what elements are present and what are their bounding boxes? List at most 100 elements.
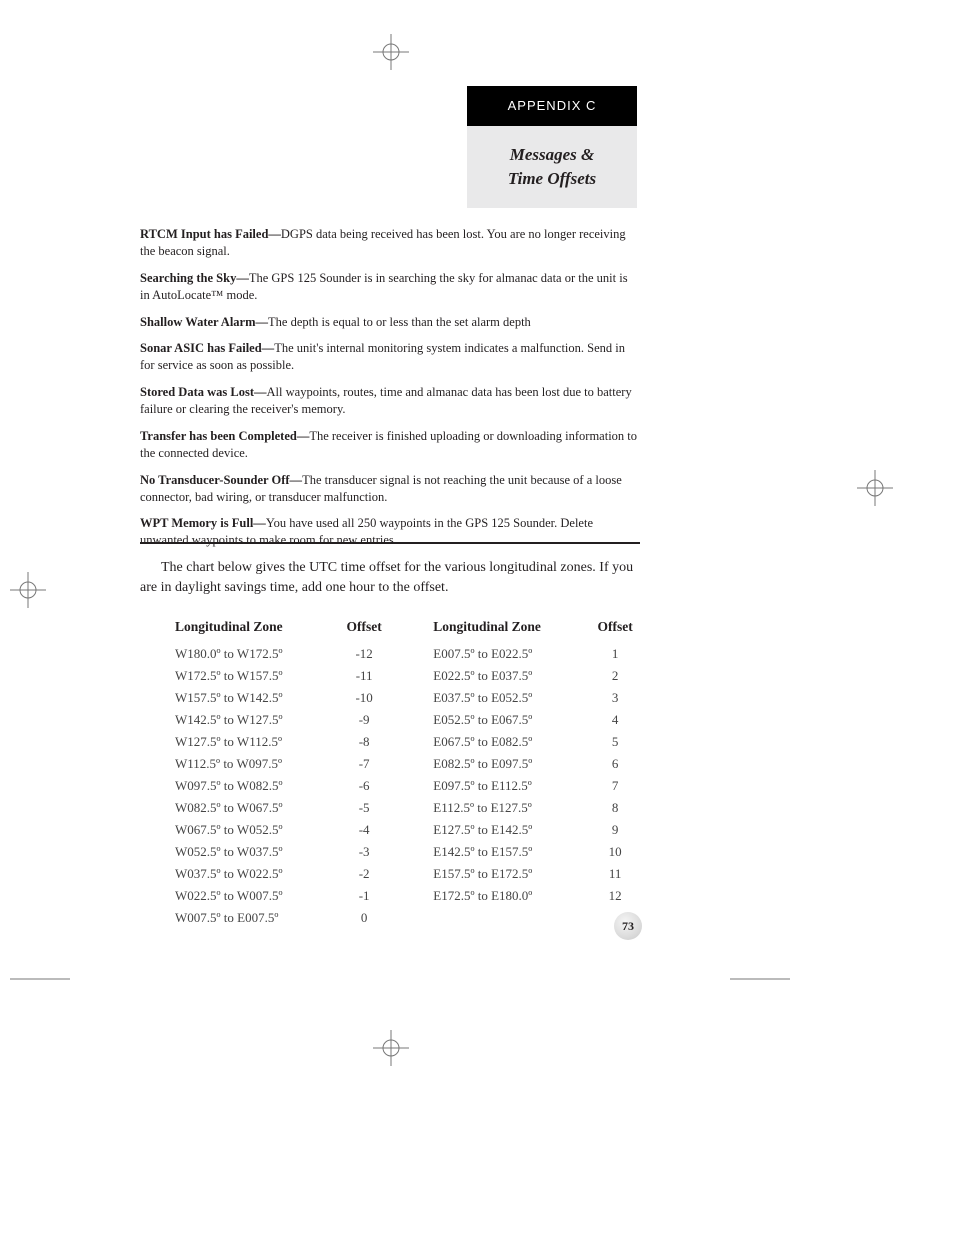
- offset-cell: -6: [325, 775, 433, 797]
- message-item: Transfer has been Completed—The receiver…: [140, 428, 640, 462]
- col-zone-2: Longitudinal Zone: [433, 615, 583, 643]
- offset-cell: 5: [583, 731, 655, 753]
- table-row: W067.5º to W052.5º-4E127.5º to E142.5º9: [175, 819, 655, 841]
- zone-cell: W097.5º to W082.5º: [175, 775, 325, 797]
- zone-cell: E157.5º to E172.5º: [433, 863, 583, 885]
- zone-cell: E172.5º to E180.0º: [433, 885, 583, 907]
- cropmark-top: [373, 34, 409, 70]
- zone-cell: W142.5º to W127.5º: [175, 709, 325, 731]
- table-row: W127.5º to W112.5º-8E067.5º to E082.5º5: [175, 731, 655, 753]
- message-item: No Transducer-Sounder Off—The transducer…: [140, 472, 640, 506]
- page-number-badge: 73: [614, 912, 642, 940]
- offset-cell: -12: [325, 643, 433, 665]
- offset-cell: 1: [583, 643, 655, 665]
- col-zone-1: Longitudinal Zone: [175, 615, 325, 643]
- offset-cell: 7: [583, 775, 655, 797]
- offset-cell: 11: [583, 863, 655, 885]
- zone-cell: E112.5º to E127.5º: [433, 797, 583, 819]
- cropmark-left: [10, 572, 46, 608]
- zone-cell: W052.5º to W037.5º: [175, 841, 325, 863]
- zone-cell: W022.5º to W007.5º: [175, 885, 325, 907]
- message-term: Stored Data was Lost—: [140, 385, 267, 399]
- zone-cell: W067.5º to W052.5º: [175, 819, 325, 841]
- zone-cell: W127.5º to W112.5º: [175, 731, 325, 753]
- zone-cell: E007.5º to E022.5º: [433, 643, 583, 665]
- zone-cell: W172.5º to W157.5º: [175, 665, 325, 687]
- zone-cell: E022.5º to E037.5º: [433, 665, 583, 687]
- col-offset-1: Offset: [325, 615, 433, 643]
- message-term: WPT Memory is Full—: [140, 516, 266, 530]
- message-term: No Transducer-Sounder Off—: [140, 473, 302, 487]
- offset-cell: 3: [583, 687, 655, 709]
- message-item: WPT Memory is Full—You have used all 250…: [140, 515, 640, 549]
- zone-cell: E097.5º to E112.5º: [433, 775, 583, 797]
- table-row: W112.5º to W097.5º-7E082.5º to E097.5º6: [175, 753, 655, 775]
- appendix-label: APPENDIX C: [467, 86, 637, 126]
- col-offset-2: Offset: [583, 615, 655, 643]
- section-subtitle: Messages & Time Offsets: [467, 126, 637, 208]
- message-item: Sonar ASIC has Failed—The unit's interna…: [140, 340, 640, 374]
- subtitle-line2: Time Offsets: [467, 167, 637, 191]
- zone-cell: W112.5º to W097.5º: [175, 753, 325, 775]
- cropmark-bottom: [373, 1030, 409, 1066]
- offset-cell: -2: [325, 863, 433, 885]
- zone-cell: E142.5º to E157.5º: [433, 841, 583, 863]
- zone-cell: W180.0º to W172.5º: [175, 643, 325, 665]
- offset-cell: -1: [325, 885, 433, 907]
- table-row: W157.5º to W142.5º-10E037.5º to E052.5º3: [175, 687, 655, 709]
- cropmark-br: [730, 977, 790, 981]
- table-row: W180.0º to W172.5º-12E007.5º to E022.5º1: [175, 643, 655, 665]
- cropmark-right: [857, 470, 893, 506]
- zone-cell: [433, 907, 583, 929]
- offset-cell: 6: [583, 753, 655, 775]
- offset-cell: 12: [583, 885, 655, 907]
- offset-cell: -9: [325, 709, 433, 731]
- cropmark-bl: [10, 977, 70, 981]
- offset-cell: 10: [583, 841, 655, 863]
- zone-cell: W007.5º to E007.5º: [175, 907, 325, 929]
- offset-cell: -11: [325, 665, 433, 687]
- zone-cell: E037.5º to E052.5º: [433, 687, 583, 709]
- zone-cell: W082.5º to W067.5º: [175, 797, 325, 819]
- message-term: Sonar ASIC has Failed—: [140, 341, 274, 355]
- table-row: W052.5º to W037.5º-3E142.5º to E157.5º10: [175, 841, 655, 863]
- table-row: W172.5º to W157.5º-11E022.5º to E037.5º2: [175, 665, 655, 687]
- table-row: W022.5º to W007.5º-1E172.5º to E180.0º12: [175, 885, 655, 907]
- offset-cell: -5: [325, 797, 433, 819]
- offset-cell: -10: [325, 687, 433, 709]
- zone-cell: E082.5º to E097.5º: [433, 753, 583, 775]
- offset-cell: 2: [583, 665, 655, 687]
- message-term: RTCM Input has Failed—: [140, 227, 281, 241]
- table-row: W007.5º to E007.5º0: [175, 907, 655, 929]
- offset-cell: 0: [325, 907, 433, 929]
- offset-cell: -8: [325, 731, 433, 753]
- offset-cell: 9: [583, 819, 655, 841]
- table-row: W142.5º to W127.5º-9E052.5º to E067.5º4: [175, 709, 655, 731]
- offset-cell: -3: [325, 841, 433, 863]
- zone-cell: E067.5º to E082.5º: [433, 731, 583, 753]
- subtitle-line1: Messages &: [467, 143, 637, 167]
- zone-cell: W037.5º to W022.5º: [175, 863, 325, 885]
- offset-cell: 8: [583, 797, 655, 819]
- zone-cell: E127.5º to E142.5º: [433, 819, 583, 841]
- offset-table-wrap: Longitudinal Zone Offset Longitudinal Zo…: [175, 615, 655, 929]
- offset-cell: -4: [325, 819, 433, 841]
- offset-cell: 4: [583, 709, 655, 731]
- table-row: W097.5º to W082.5º-6E097.5º to E112.5º7: [175, 775, 655, 797]
- table-row: W082.5º to W067.5º-5E112.5º to E127.5º8: [175, 797, 655, 819]
- message-item: Stored Data was Lost—All waypoints, rout…: [140, 384, 640, 418]
- intro-paragraph: The chart below gives the UTC time offse…: [140, 558, 640, 597]
- message-term: Shallow Water Alarm—: [140, 315, 268, 329]
- section-divider: [140, 542, 640, 544]
- zone-cell: W157.5º to W142.5º: [175, 687, 325, 709]
- message-term: Searching the Sky—: [140, 271, 249, 285]
- offset-table: Longitudinal Zone Offset Longitudinal Zo…: [175, 615, 655, 929]
- message-item: Searching the Sky—The GPS 125 Sounder is…: [140, 270, 640, 304]
- messages-block: RTCM Input has Failed—DGPS data being re…: [140, 226, 640, 559]
- message-item: RTCM Input has Failed—DGPS data being re…: [140, 226, 640, 260]
- offset-cell: -7: [325, 753, 433, 775]
- message-item: Shallow Water Alarm—The depth is equal t…: [140, 314, 640, 331]
- page-number: 73: [614, 912, 642, 940]
- table-row: W037.5º to W022.5º-2E157.5º to E172.5º11: [175, 863, 655, 885]
- message-term: Transfer has been Completed—: [140, 429, 309, 443]
